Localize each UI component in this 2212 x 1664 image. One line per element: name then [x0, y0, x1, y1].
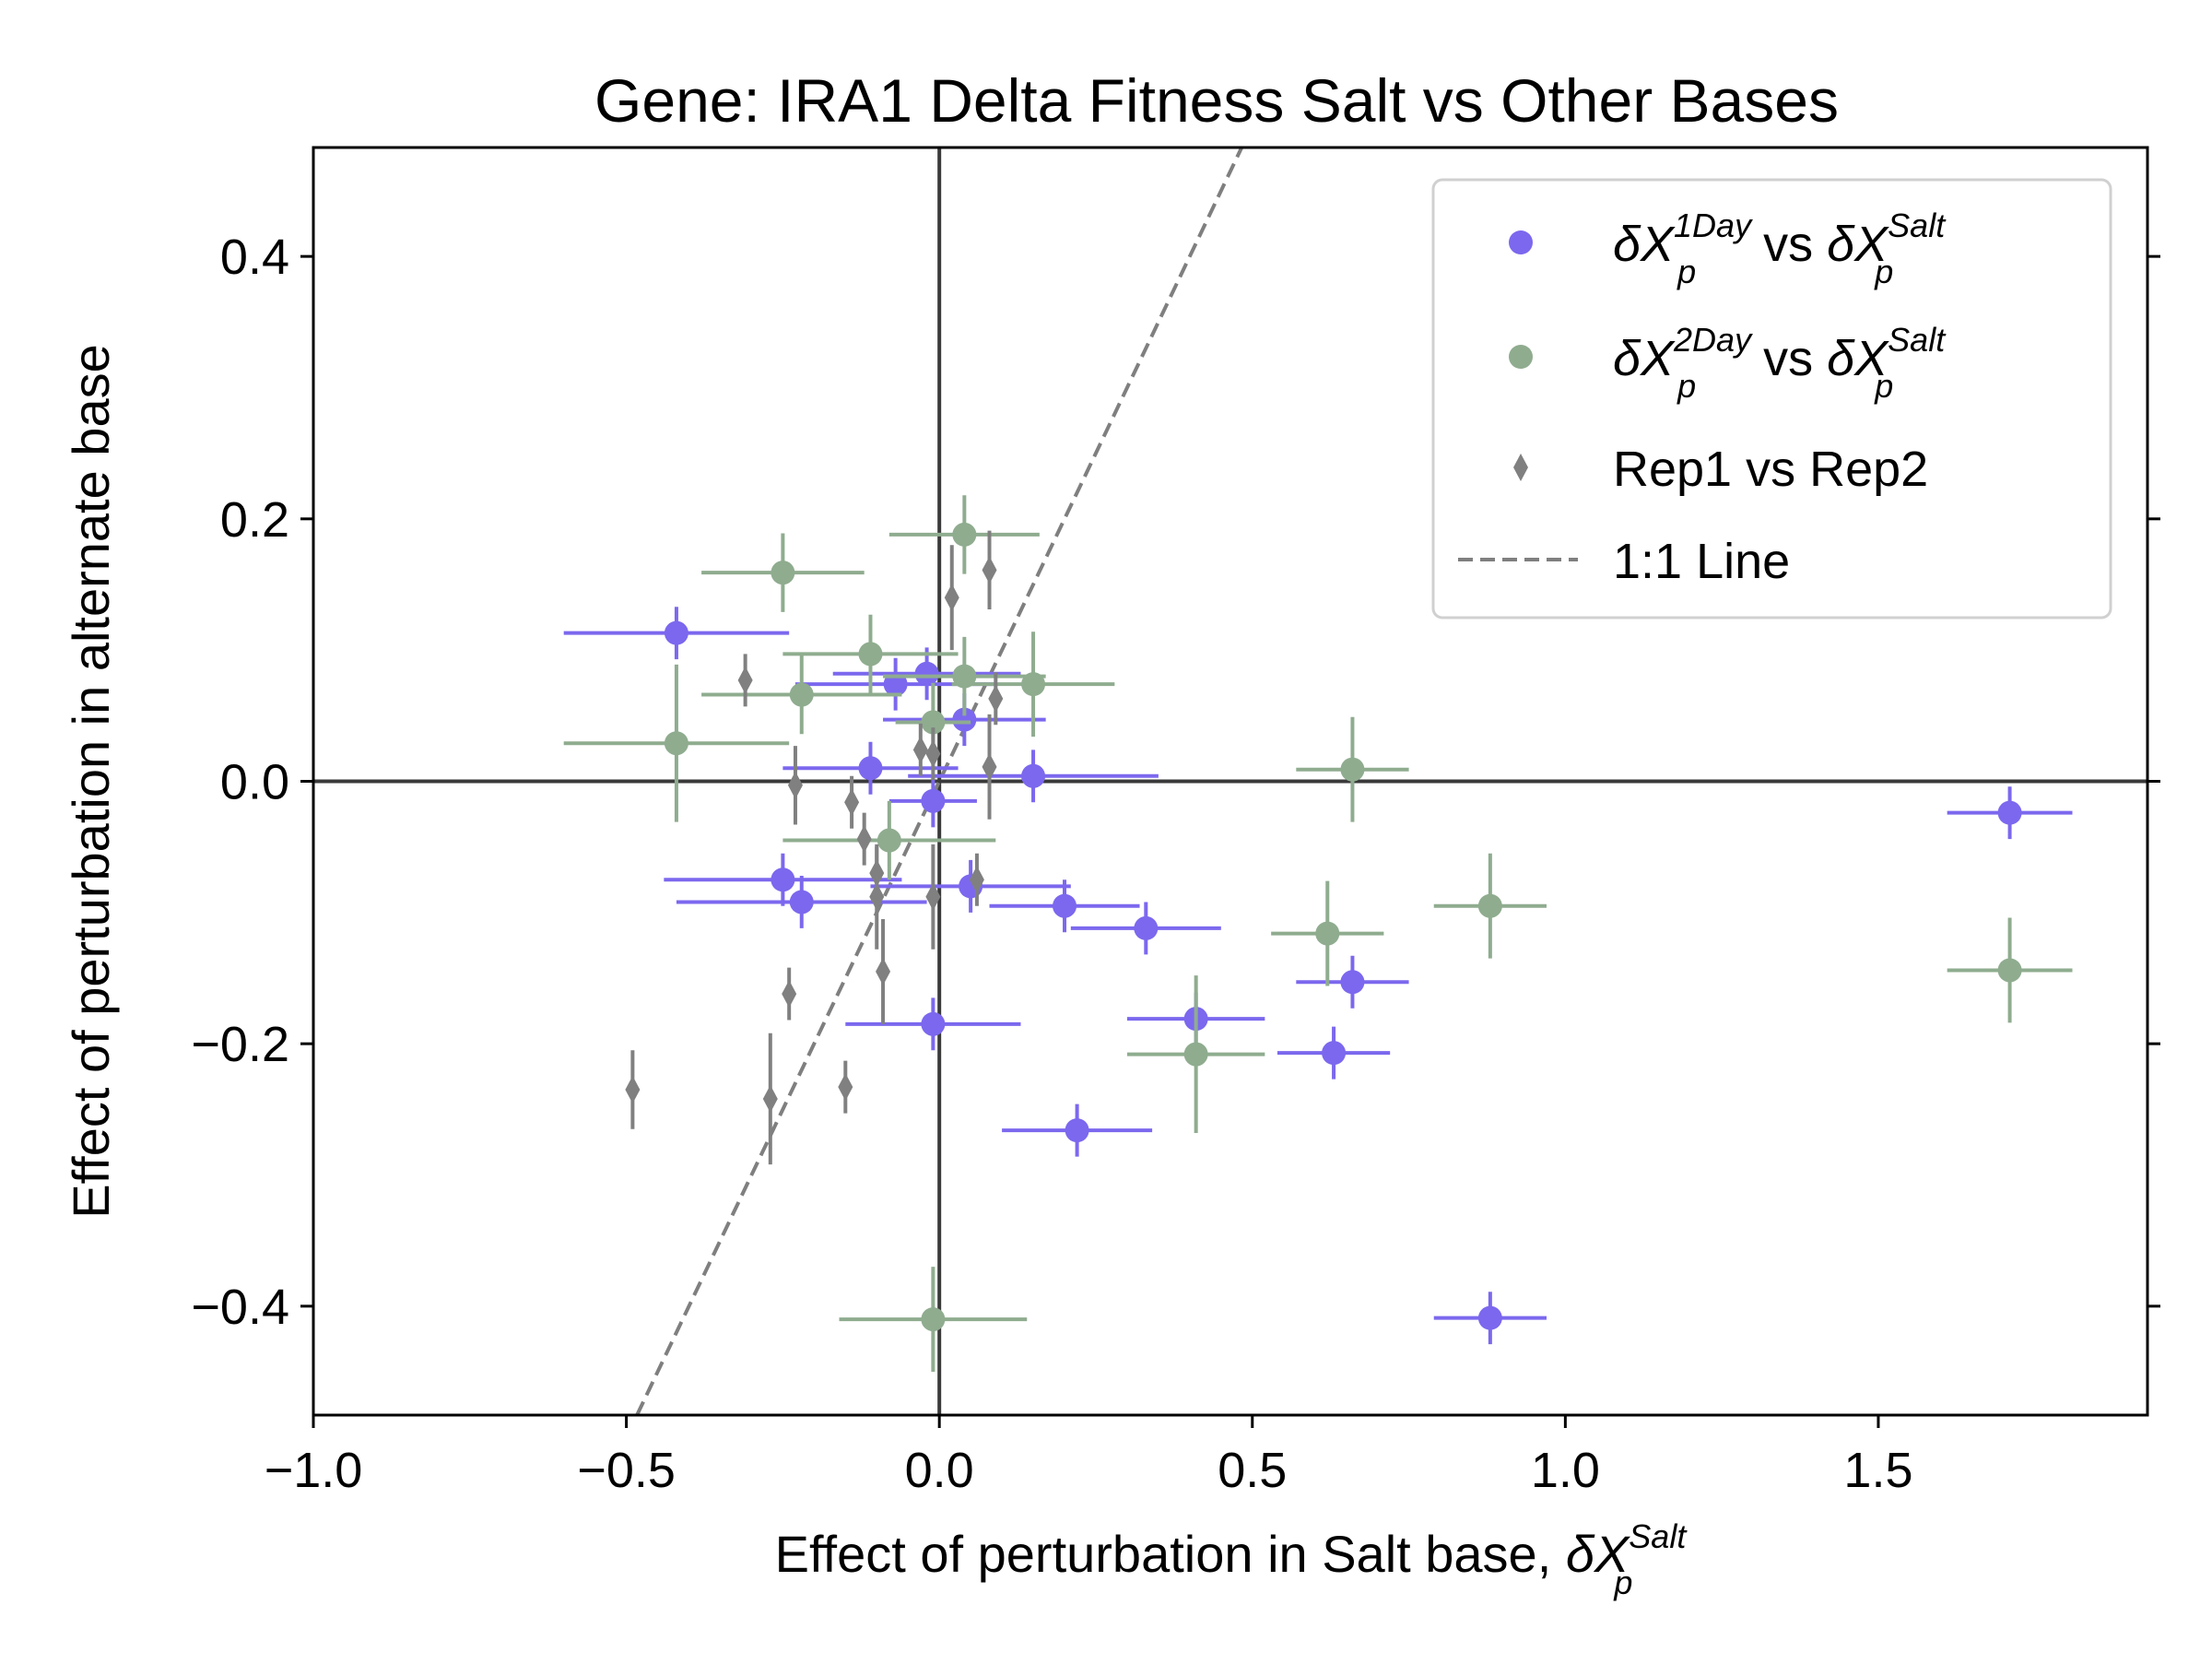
legend: δX1Day p vs δXSalt p δX2Day p vs δXSalt p Rep1…	[1431, 178, 2112, 620]
series-2	[563, 495, 2073, 1373]
data-point	[952, 707, 977, 732]
data-point	[1477, 1305, 1502, 1330]
x-tick-label: 0.0	[905, 1443, 974, 1498]
data-point	[1021, 672, 1046, 697]
legend-label: 1:1 Line	[1613, 534, 1790, 589]
data-point	[1997, 958, 2022, 983]
legend-label: δX1Day p vs δXSalt p	[1613, 207, 1947, 290]
data-point-diamond	[988, 684, 1004, 713]
data-point-diamond	[982, 752, 997, 781]
y-tick-label: −0.4	[191, 1280, 289, 1335]
data-point-diamond	[838, 1073, 853, 1102]
data-point	[921, 1307, 946, 1332]
data-point-diamond	[876, 957, 891, 985]
data-point	[771, 867, 795, 892]
data-point	[1997, 800, 2022, 825]
data-point	[1315, 921, 1340, 946]
legend-marker-diamond	[1513, 454, 1528, 481]
data-point	[921, 1011, 946, 1036]
data-point	[952, 664, 977, 689]
data-point-diamond	[982, 556, 997, 584]
legend-marker	[1509, 230, 1533, 254]
data-point	[1053, 893, 1077, 918]
data-point	[883, 672, 908, 697]
legend-marker	[1509, 345, 1533, 369]
x-tick-label: −0.5	[577, 1443, 676, 1498]
y-tick-label: 0.0	[220, 755, 289, 810]
data-point-diamond	[969, 866, 984, 894]
data-point	[1322, 1041, 1347, 1066]
data-point	[877, 828, 901, 853]
data-point	[1134, 915, 1159, 940]
one-to-one-line	[635, 148, 1244, 1415]
data-point-diamond	[912, 736, 928, 764]
data-point	[1340, 970, 1365, 995]
chart-title: Gene: IRA1 Delta Fitness Salt vs Other B…	[594, 66, 1839, 135]
x-tick-label: 0.5	[1218, 1443, 1287, 1498]
data-point	[1340, 757, 1365, 782]
data-point	[771, 561, 795, 585]
series-3	[625, 530, 1004, 1165]
data-point	[914, 661, 939, 686]
legend-label: Rep1 vs Rep2	[1613, 442, 1928, 497]
plot-clip-group	[313, 148, 2147, 1415]
data-point-diamond	[737, 666, 753, 694]
x-axis-label: Effect of perturbation in Salt base, δXS…	[775, 1517, 1688, 1601]
legend-label: δX2Day p vs δXSalt p	[1613, 321, 1947, 405]
data-point	[789, 682, 814, 707]
data-point	[664, 620, 688, 645]
data-point	[1183, 1042, 1208, 1067]
data-point-diamond	[787, 771, 803, 799]
data-point-diamond	[844, 788, 860, 817]
data-point-diamond	[944, 584, 959, 612]
data-point-diamond	[925, 882, 941, 911]
data-point-diamond	[762, 1084, 778, 1113]
x-tick-label: −1.0	[265, 1443, 363, 1498]
data-point-diamond	[869, 882, 885, 911]
legend-box	[1431, 178, 2112, 620]
data-point	[921, 710, 946, 735]
data-point-diamond	[925, 739, 941, 768]
y-tick-label: −0.2	[191, 1017, 289, 1072]
data-point	[664, 731, 688, 756]
plot-area	[313, 148, 2147, 1415]
data-point	[858, 642, 883, 667]
data-point	[1065, 1118, 1089, 1143]
data-point	[921, 788, 946, 813]
y-tick-label: 0.4	[220, 230, 289, 285]
data-point	[1021, 763, 1046, 788]
x-tick-label: 1.0	[1531, 1443, 1600, 1498]
y-axis-label: Effect of perturbation in alternate base	[62, 344, 120, 1218]
data-point-diamond	[625, 1075, 641, 1103]
data-point-diamond	[782, 980, 797, 1009]
data-point	[858, 756, 883, 781]
data-point-diamond	[856, 825, 872, 854]
y-tick-label: 0.2	[220, 492, 289, 548]
data-point	[952, 522, 977, 547]
data-point	[789, 890, 814, 915]
axes: −1.0 −0.5 0.0 0.5 1.0 1.5 −0.4 −0.2 0.0 0.2 0.4 Eff…	[62, 146, 2160, 1601]
data-point	[1477, 893, 1502, 918]
x-tick-label: 1.5	[1843, 1443, 1912, 1498]
